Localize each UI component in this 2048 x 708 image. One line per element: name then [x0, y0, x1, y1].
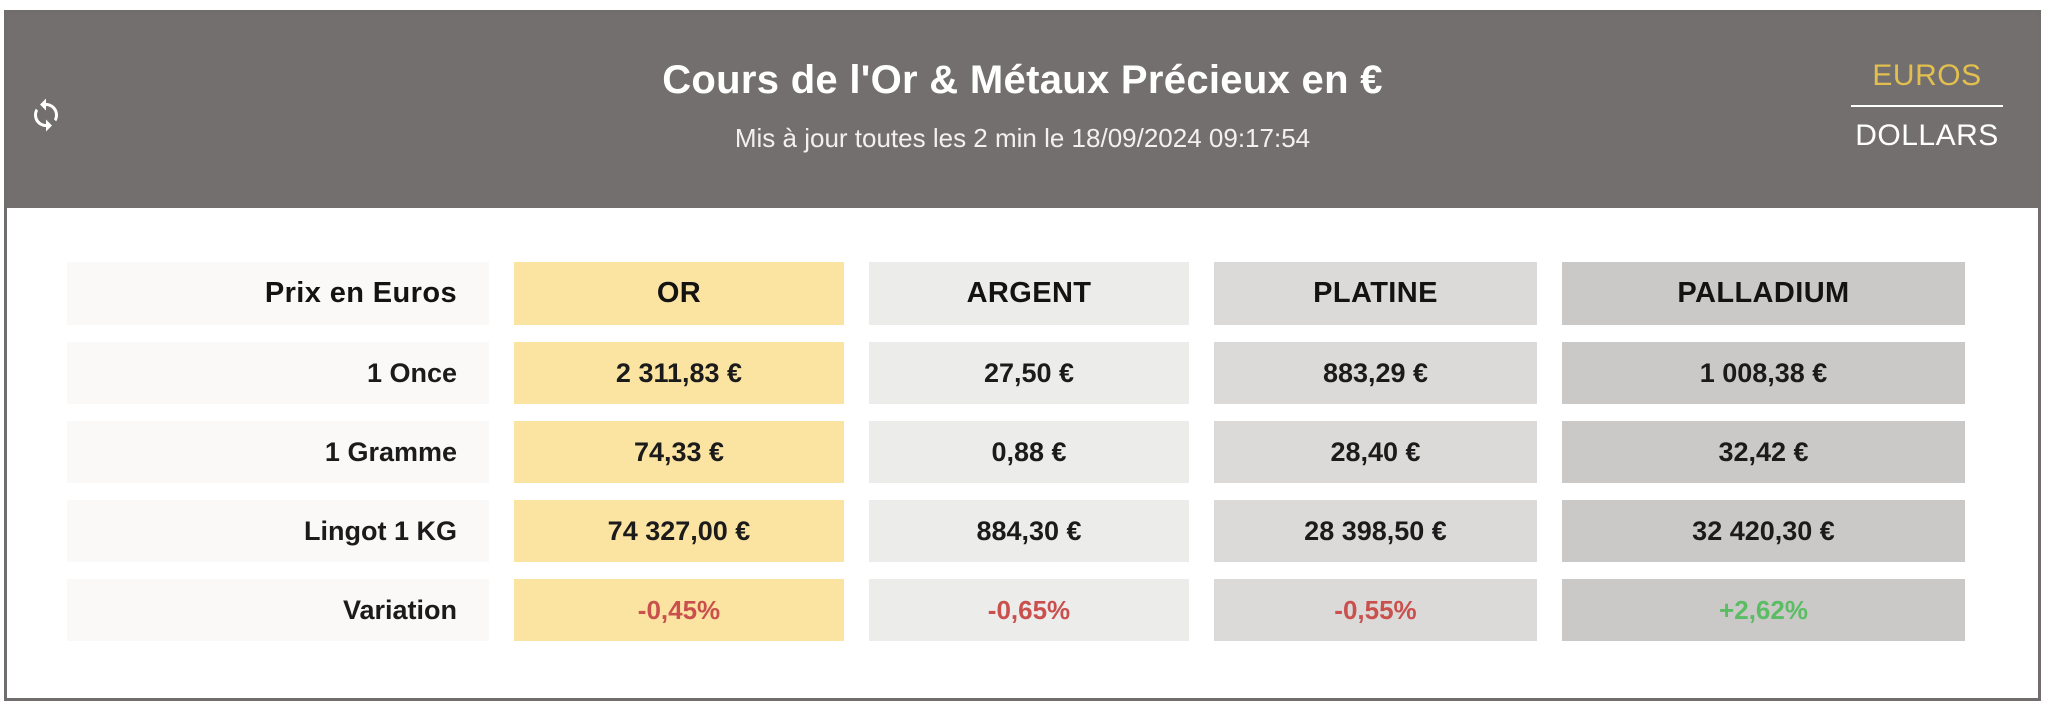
row-label-variation: Variation — [67, 579, 489, 641]
variation-platine: -0,55% — [1214, 579, 1537, 641]
variation-argent: -0,65% — [869, 579, 1189, 641]
price-or-lingot: 74 327,00 € — [514, 500, 844, 562]
last-updated-text: Mis à jour toutes les 2 min le 18/09/202… — [734, 122, 1311, 153]
col-header-palladium: PALLADIUM — [1562, 262, 1965, 325]
row-label-gramme: 1 Gramme — [67, 421, 489, 483]
price-platine-lingot: 28 398,50 € — [1214, 500, 1537, 562]
price-argent-once: 27,50 € — [869, 342, 1189, 404]
variation-or: -0,45% — [514, 579, 844, 641]
page-title: Cours de l'Or & Métaux Précieux en € — [662, 57, 1383, 102]
row-label-once: 1 Once — [67, 342, 489, 404]
price-platine-gramme: 28,40 € — [1214, 421, 1537, 483]
currency-option-euros[interactable]: EUROS — [1872, 59, 1982, 92]
prices-table: Prix en Euros OR ARGENT PLATINE PALLADIU… — [67, 262, 1965, 641]
corner-header: Prix en Euros — [67, 262, 489, 325]
sync-icon — [28, 97, 64, 138]
price-palladium-once: 1 008,38 € — [1562, 342, 1965, 404]
price-palladium-gramme: 32,42 € — [1562, 421, 1965, 483]
refresh-button[interactable] — [27, 98, 65, 136]
currency-option-dollars[interactable]: DOLLARS — [1855, 119, 1999, 152]
col-header-or: OR — [514, 262, 844, 325]
widget-header: Cours de l'Or & Métaux Précieux en € Mis… — [7, 13, 2038, 208]
variation-palladium: +2,62% — [1562, 579, 1965, 641]
header-titles: Cours de l'Or & Métaux Précieux en € Mis… — [662, 58, 1383, 154]
col-header-argent: ARGENT — [869, 262, 1189, 325]
col-header-platine: PLATINE — [1214, 262, 1537, 325]
price-platine-once: 883,29 € — [1214, 342, 1537, 404]
price-palladium-lingot: 32 420,30 € — [1562, 500, 1965, 562]
price-argent-gramme: 0,88 € — [869, 421, 1189, 483]
price-or-gramme: 74,33 € — [514, 421, 844, 483]
row-label-lingot: Lingot 1 KG — [67, 500, 489, 562]
gold-prices-widget: Cours de l'Or & Métaux Précieux en € Mis… — [4, 10, 2041, 701]
toggle-divider — [1851, 105, 2003, 107]
price-argent-lingot: 884,30 € — [869, 500, 1189, 562]
price-or-once: 2 311,83 € — [514, 342, 844, 404]
currency-toggle: EUROS DOLLARS — [1842, 59, 2012, 153]
